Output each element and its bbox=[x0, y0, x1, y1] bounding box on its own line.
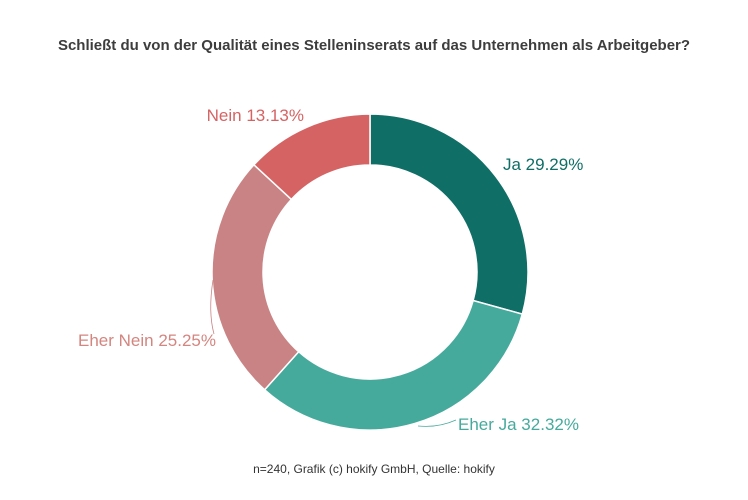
slice-nein bbox=[252, 113, 371, 201]
leader-line bbox=[210, 279, 215, 335]
slices-layer bbox=[211, 113, 529, 431]
slice-label-nein: Nein 13.13% bbox=[207, 106, 304, 125]
slice-ja bbox=[369, 113, 529, 316]
slice-label-eher-ja: Eher Ja 32.32% bbox=[458, 415, 579, 434]
chart-title: Schließt du von der Qualität eines Stell… bbox=[57, 37, 691, 54]
chart-footnote: n=240, Grafik (c) hokify GmbH, Quelle: h… bbox=[253, 462, 495, 476]
leader-line bbox=[417, 419, 457, 427]
slice-label-eher-nein: Eher Nein 25.25% bbox=[78, 331, 216, 350]
slice-eher-ja bbox=[263, 299, 524, 431]
labels-layer: Ja 29.29% Eher Ja 32.32% Eher Nein 25.25% N… bbox=[78, 106, 583, 434]
slice-label-ja: Ja 29.29% bbox=[503, 155, 583, 174]
slice-eher-nein bbox=[211, 163, 300, 391]
